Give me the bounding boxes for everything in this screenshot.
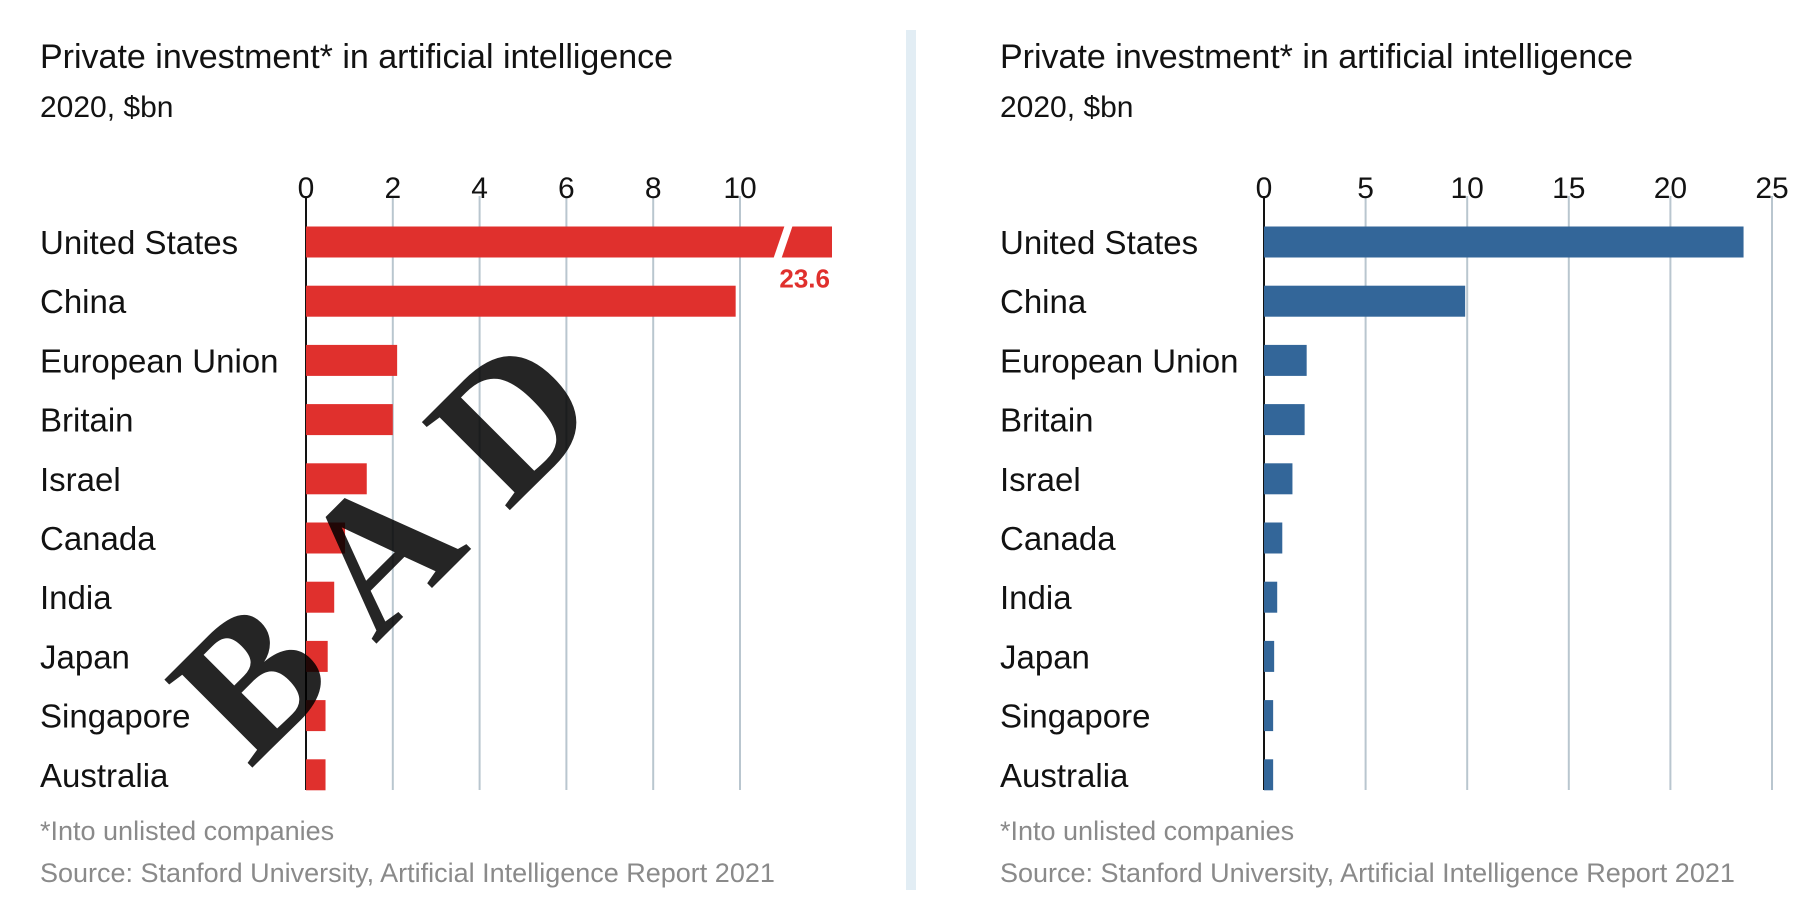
bar <box>306 463 367 495</box>
category-labels: United States China European Union Britain I… <box>1000 224 1239 794</box>
bar <box>306 344 398 376</box>
bar <box>1264 285 1466 317</box>
category-label: Japan <box>40 638 130 675</box>
category-label: China <box>1000 283 1087 320</box>
category-labels: United States China European Union Britain I… <box>40 224 279 794</box>
x-tick-label: 4 <box>471 172 488 205</box>
footnote: *Into unlisted companies <box>40 816 334 846</box>
bar <box>1264 522 1283 554</box>
bar <box>306 226 832 258</box>
chart-subtitle: 2020, $bn <box>1000 91 1133 124</box>
category-label: Australia <box>1000 757 1129 794</box>
bar <box>306 404 393 436</box>
category-label: European Union <box>1000 342 1239 379</box>
x-tick-label: 0 <box>298 172 315 205</box>
x-tick-label: 25 <box>1755 172 1788 205</box>
tick-labels: 0 2 4 6 8 10 <box>298 172 757 205</box>
category-label: Britain <box>40 402 134 439</box>
bar <box>1264 344 1307 376</box>
bar <box>306 700 326 732</box>
category-label: Israel <box>1000 461 1081 498</box>
category-label: India <box>40 579 112 616</box>
chart-title: Private investment* in artificial intell… <box>1000 38 1633 76</box>
x-tick-label: 6 <box>558 172 575 205</box>
category-label: Britain <box>1000 402 1094 439</box>
bar <box>306 759 326 791</box>
bar <box>1264 581 1278 613</box>
category-label: United States <box>1000 224 1198 261</box>
category-label: European Union <box>40 342 279 379</box>
bar <box>1264 640 1275 672</box>
right-bar-chart: Private investment* in artificial intell… <box>1000 38 1789 888</box>
source-note: Source: Stanford University, Artificial … <box>1000 858 1735 888</box>
category-label: Israel <box>40 461 121 498</box>
gridlines <box>1263 196 1773 790</box>
x-tick-label: 8 <box>645 172 662 205</box>
category-label: China <box>40 283 127 320</box>
bar <box>306 522 346 554</box>
axis-break-mark <box>773 224 794 260</box>
bar <box>1264 700 1274 732</box>
x-tick-label: 10 <box>723 172 756 205</box>
source-note: Source: Stanford University, Artificial … <box>40 858 775 888</box>
category-label: Japan <box>1000 638 1090 675</box>
chart-title: Private investment* in artificial intell… <box>40 38 673 76</box>
footnote: *Into unlisted companies <box>1000 816 1294 846</box>
x-tick-label: 2 <box>384 172 401 205</box>
category-label: Singapore <box>40 698 190 735</box>
bars <box>1264 226 1744 791</box>
category-label: Australia <box>40 757 169 794</box>
tick-labels: 0 5 10 15 20 25 <box>1256 172 1789 205</box>
bars: 23.6 <box>306 224 832 791</box>
left-bar-chart: Private investment* in artificial intell… <box>40 38 832 888</box>
x-tick-label: 10 <box>1451 172 1484 205</box>
x-tick-label: 0 <box>1256 172 1273 205</box>
bar <box>1264 759 1274 791</box>
category-label: Canada <box>40 520 156 557</box>
category-label: Singapore <box>1000 698 1150 735</box>
panel-divider <box>906 30 916 890</box>
category-label: Canada <box>1000 520 1116 557</box>
data-label: 23.6 <box>779 264 830 294</box>
bar <box>1264 463 1293 495</box>
chart-subtitle: 2020, $bn <box>40 91 173 124</box>
bar <box>306 581 335 613</box>
bar <box>1264 226 1744 258</box>
category-label: United States <box>40 224 238 261</box>
bar <box>306 640 328 672</box>
x-tick-label: 15 <box>1552 172 1585 205</box>
x-tick-label: 5 <box>1357 172 1374 205</box>
x-tick-label: 20 <box>1654 172 1687 205</box>
bar <box>1264 404 1305 436</box>
bar <box>306 285 736 317</box>
category-label: India <box>1000 579 1072 616</box>
